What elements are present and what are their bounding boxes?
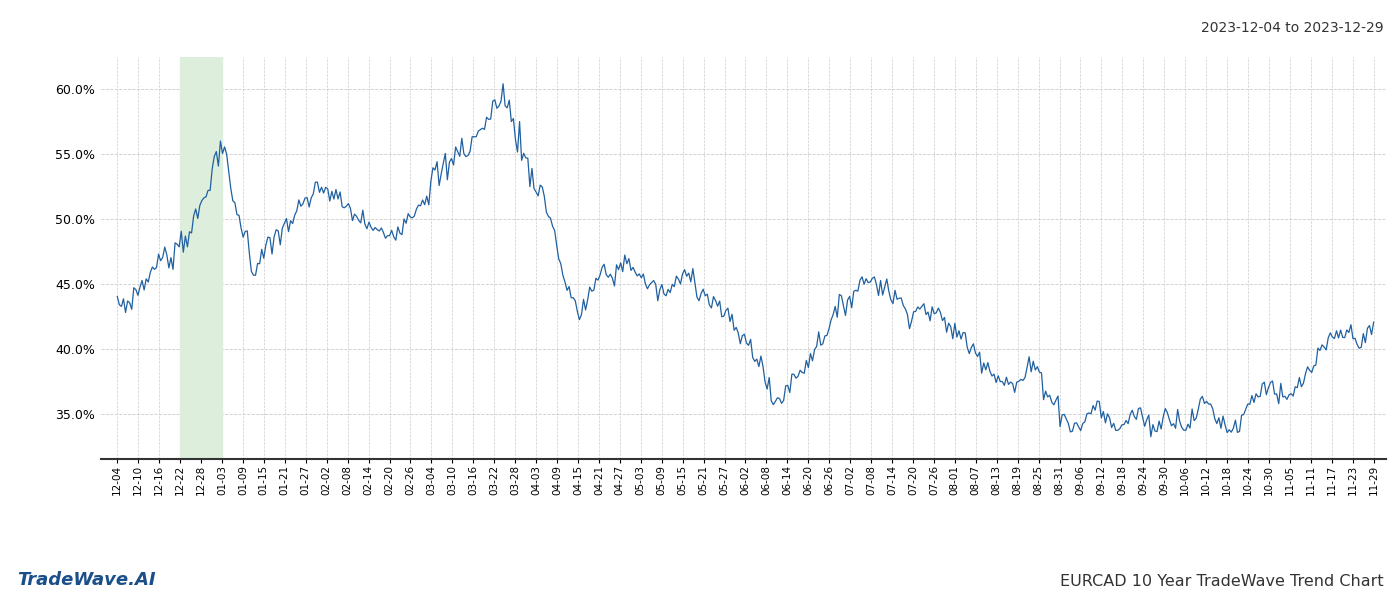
Text: 2023-12-04 to 2023-12-29: 2023-12-04 to 2023-12-29 [1201, 21, 1383, 35]
Text: EURCAD 10 Year TradeWave Trend Chart: EURCAD 10 Year TradeWave Trend Chart [1060, 574, 1383, 589]
Text: TradeWave.AI: TradeWave.AI [17, 571, 155, 589]
Bar [181, 57, 223, 459]
